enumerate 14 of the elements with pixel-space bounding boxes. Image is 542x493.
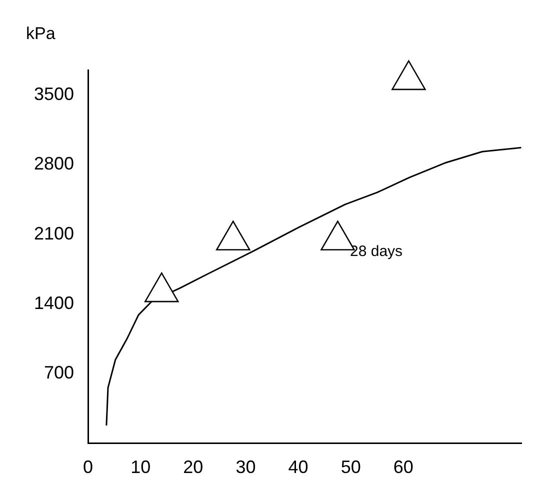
x-tick-label: 30: [236, 457, 256, 478]
y-tick-label: 2100: [34, 223, 74, 244]
x-tick-label: 20: [183, 457, 204, 478]
y-axis-title: kPa: [26, 24, 56, 44]
x-tick-label: 10: [130, 457, 151, 478]
x-tick-label: 50: [340, 457, 361, 478]
x-tick-label: 0: [83, 457, 94, 478]
y-tick-label: 1400: [34, 292, 74, 313]
y-tick-label: 700: [44, 362, 74, 383]
annotation: 28 days: [350, 243, 403, 260]
y-tick-label: 3500: [34, 84, 74, 104]
y-tick-label: 2800: [34, 154, 74, 174]
x-tick-label: 40: [288, 457, 308, 478]
x-tick-label: 60: [393, 457, 414, 478]
